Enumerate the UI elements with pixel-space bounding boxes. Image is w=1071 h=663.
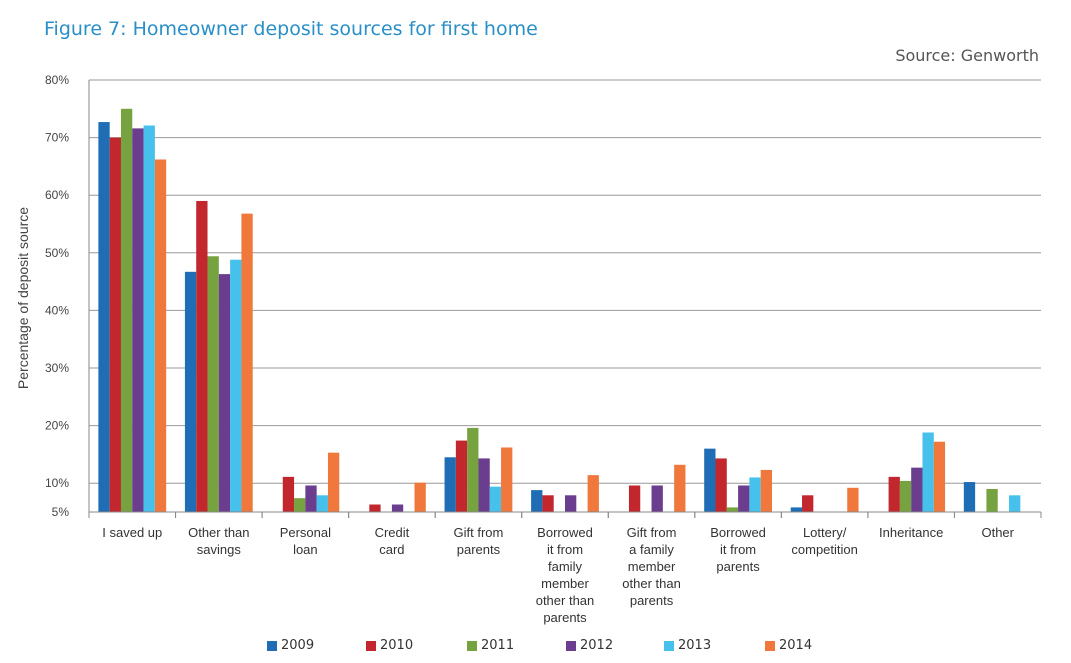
- bar: [478, 458, 490, 512]
- bar: [369, 504, 381, 512]
- x-tick-label: Credit card: [375, 525, 410, 557]
- bar: [587, 475, 599, 512]
- y-tick-label: 70%: [45, 131, 69, 145]
- legend-label: 2009: [281, 638, 315, 653]
- y-tick-label: 10%: [45, 476, 69, 490]
- bar: [391, 504, 404, 512]
- x-tick-labels: I saved up Other than savings Personal loan C…: [102, 525, 1014, 625]
- bar: [802, 495, 814, 512]
- y-tick-label: 40%: [45, 303, 69, 317]
- bar: [218, 274, 231, 512]
- bar: [542, 495, 554, 512]
- chart-title: Figure 7: Homeowner deposit sources for …: [44, 18, 538, 40]
- bar: [986, 488, 998, 512]
- legend-item: 2010: [366, 638, 413, 653]
- legend-swatch: [366, 640, 376, 651]
- bar: [565, 495, 577, 512]
- bar: [444, 457, 456, 512]
- bar: [241, 213, 253, 512]
- y-axis-label: Percentage of deposit source: [15, 207, 31, 389]
- bar: [143, 125, 155, 512]
- bar: [847, 487, 859, 512]
- legend-swatch: [566, 640, 576, 651]
- bar: [230, 259, 242, 512]
- bars: [98, 108, 1021, 513]
- bar: [109, 137, 121, 512]
- bar: [749, 477, 761, 512]
- bar: [294, 498, 306, 512]
- bar: [899, 480, 912, 512]
- bar: [933, 441, 946, 512]
- bar: [922, 432, 934, 512]
- bar: [196, 200, 208, 512]
- bar: [738, 485, 750, 512]
- axes: [88, 80, 1042, 518]
- bar: [132, 128, 144, 512]
- bar: [674, 464, 686, 512]
- y-tick-label: 50%: [45, 246, 69, 260]
- bar: [316, 495, 328, 512]
- legend-swatch: [467, 640, 477, 651]
- bar: [98, 122, 110, 512]
- bar: [704, 448, 716, 512]
- bar: [489, 486, 502, 512]
- x-tick-label: Inheritance: [879, 525, 943, 540]
- legend-swatch: [664, 640, 674, 651]
- x-tick-label: Lottery/competition: [791, 525, 857, 557]
- legend-label: 2011: [481, 638, 515, 653]
- y-tick-label: 20%: [45, 419, 69, 433]
- legend-item: 2012: [566, 638, 613, 653]
- legend-item: 2013: [664, 638, 711, 653]
- x-tick-label: Gift from parents: [454, 525, 504, 557]
- bar: [305, 485, 317, 512]
- x-tick-label: Other than savings: [188, 525, 249, 557]
- bar: [327, 452, 340, 512]
- legend-label: 2014: [779, 638, 813, 653]
- bar: [501, 447, 513, 512]
- bar: [455, 440, 468, 512]
- legend-item: 2011: [467, 638, 514, 653]
- bar: [1009, 495, 1021, 512]
- legend-label: 2013: [678, 638, 712, 653]
- y-tick-label: 80%: [45, 73, 69, 87]
- bar: [467, 427, 479, 512]
- bar: [207, 256, 219, 512]
- bar: [531, 490, 543, 512]
- bar: [120, 108, 133, 513]
- bar: [726, 507, 739, 512]
- x-tick-label: Borrowed it from family member other than par…: [536, 525, 595, 625]
- bar: [651, 485, 663, 512]
- x-tick-label: Borrowed it from parents: [710, 525, 766, 574]
- bar: [628, 485, 641, 512]
- y-tick-label: 5%: [52, 505, 70, 519]
- bar: [963, 482, 976, 512]
- bar: [414, 482, 426, 512]
- source-note: Source: Genworth: [895, 46, 1039, 65]
- x-tick-label: Other: [981, 525, 1014, 540]
- legend-swatch: [765, 640, 775, 651]
- legend-item: 2014: [765, 638, 812, 653]
- legend-item: 2009: [267, 638, 314, 653]
- legend-label: 2010: [380, 638, 414, 653]
- legend-swatch: [267, 640, 277, 651]
- x-tick-label: Gift from a family member other than parents: [622, 525, 681, 608]
- x-tick-label: I saved up: [102, 525, 162, 540]
- y-tick-label: 30%: [45, 361, 69, 375]
- y-tick-label: 60%: [45, 188, 69, 202]
- legend: 2009 2010 2011 2012 2013 2014: [0, 638, 1071, 658]
- bar: [911, 467, 923, 512]
- x-tick-label: Personal loan: [280, 525, 331, 557]
- legend-label: 2012: [580, 638, 614, 653]
- bar: [715, 458, 727, 512]
- bar: [154, 159, 167, 512]
- bar: [184, 271, 197, 512]
- bar: [282, 476, 295, 512]
- bar: [760, 469, 772, 512]
- bar: [888, 476, 900, 512]
- bar: [790, 507, 803, 512]
- y-tick-labels: 5% 10% 20% 30% 40% 50% 60% 70% 80%: [45, 73, 69, 519]
